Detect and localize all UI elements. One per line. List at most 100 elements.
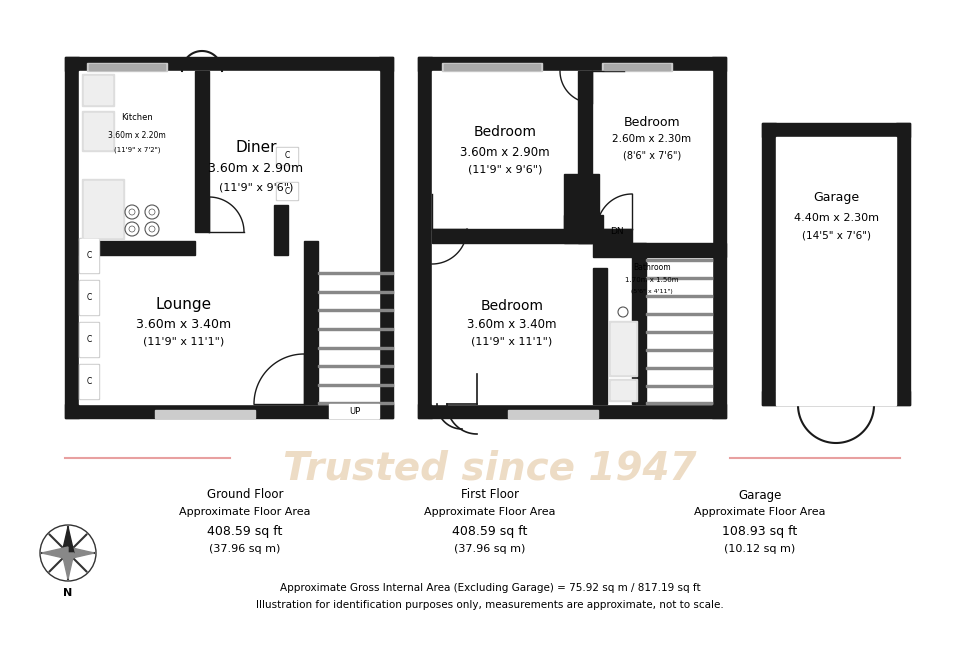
Text: Garage: Garage: [813, 191, 859, 204]
Bar: [646, 402, 712, 404]
Bar: [578, 71, 592, 243]
Bar: [79, 280, 99, 315]
Bar: [604, 64, 670, 70]
Bar: [776, 137, 896, 391]
Bar: [646, 385, 712, 387]
Bar: [646, 313, 712, 315]
Bar: [80, 365, 98, 398]
Text: Diner: Diner: [235, 140, 276, 155]
Text: 3.60m x 3.40m: 3.60m x 3.40m: [136, 317, 231, 330]
Bar: [318, 365, 393, 367]
Bar: [155, 410, 255, 418]
Bar: [80, 239, 98, 272]
Text: Approximate Floor Area: Approximate Floor Area: [179, 507, 311, 517]
Text: Bedroom: Bedroom: [623, 116, 680, 129]
Bar: [318, 402, 393, 404]
Bar: [712, 57, 726, 418]
Text: Bedroom: Bedroom: [480, 299, 544, 313]
Text: Lounge: Lounge: [156, 296, 212, 311]
Text: Ground Floor: Ground Floor: [207, 488, 283, 502]
Bar: [564, 215, 603, 243]
Bar: [379, 57, 393, 418]
Text: Kitchen: Kitchen: [122, 112, 153, 121]
Text: (11'9" x 11'1"): (11'9" x 11'1"): [471, 337, 553, 347]
Polygon shape: [42, 547, 68, 559]
Bar: [602, 63, 672, 71]
Bar: [646, 259, 712, 261]
Bar: [646, 331, 712, 333]
Text: (10.12 sq m): (10.12 sq m): [724, 544, 796, 554]
Bar: [442, 63, 542, 71]
Polygon shape: [62, 527, 74, 553]
Bar: [318, 272, 393, 274]
Bar: [82, 74, 114, 106]
Bar: [593, 268, 607, 404]
Text: Approximate Floor Area: Approximate Floor Area: [424, 507, 556, 517]
Text: Bedroom: Bedroom: [473, 125, 536, 139]
Bar: [329, 404, 379, 418]
Text: UP: UP: [350, 407, 361, 417]
Bar: [762, 123, 776, 405]
Text: Garage: Garage: [738, 488, 782, 502]
Text: 3.60m x 2.20m: 3.60m x 2.20m: [108, 131, 166, 140]
Bar: [776, 391, 896, 405]
Bar: [593, 243, 726, 257]
Text: 408.59 sq ft: 408.59 sq ft: [453, 526, 527, 539]
Bar: [611, 323, 635, 374]
Bar: [432, 71, 712, 404]
Text: Bathroom: Bathroom: [633, 264, 671, 272]
Bar: [646, 277, 712, 279]
Text: 3.60m x 2.90m: 3.60m x 2.90m: [461, 146, 550, 159]
Text: Illustration for identification purposes only, measurements are approximate, not: Illustration for identification purposes…: [256, 600, 724, 610]
Bar: [418, 57, 726, 71]
Bar: [80, 323, 98, 356]
Polygon shape: [68, 547, 94, 559]
Text: (37.96 sq m): (37.96 sq m): [210, 544, 280, 554]
Bar: [318, 384, 393, 386]
Text: 108.93 sq ft: 108.93 sq ft: [722, 526, 798, 539]
Bar: [304, 241, 318, 404]
Text: (37.96 sq m): (37.96 sq m): [455, 544, 525, 554]
Text: 2.60m x 2.30m: 2.60m x 2.30m: [612, 134, 692, 144]
Text: C: C: [284, 151, 290, 161]
Bar: [609, 321, 637, 376]
Bar: [444, 64, 540, 70]
Text: C: C: [86, 336, 91, 345]
Bar: [318, 347, 393, 349]
Bar: [84, 181, 122, 237]
Bar: [318, 328, 393, 330]
Bar: [79, 241, 195, 255]
Bar: [418, 57, 432, 418]
Bar: [762, 123, 910, 137]
Text: 408.59 sq ft: 408.59 sq ft: [208, 526, 282, 539]
Bar: [84, 76, 112, 104]
Text: First Floor: First Floor: [461, 488, 519, 502]
Polygon shape: [62, 553, 74, 579]
Bar: [762, 391, 910, 405]
Bar: [646, 349, 712, 351]
Text: C: C: [86, 251, 91, 261]
Text: C: C: [86, 377, 91, 387]
Text: 4.40m x 2.30m: 4.40m x 2.30m: [794, 213, 878, 223]
Text: (5'6" x 4'11"): (5'6" x 4'11"): [631, 289, 673, 295]
Bar: [276, 147, 298, 165]
Bar: [82, 179, 124, 239]
Bar: [195, 71, 209, 232]
Text: (11'9" x 9'6"): (11'9" x 9'6"): [467, 164, 542, 174]
Text: (11'9" x 11'1"): (11'9" x 11'1"): [143, 337, 224, 347]
Bar: [318, 309, 393, 311]
Bar: [564, 174, 599, 229]
Bar: [508, 410, 598, 418]
Bar: [318, 291, 393, 293]
Text: 3.60m x 3.40m: 3.60m x 3.40m: [467, 317, 557, 330]
Bar: [80, 281, 98, 314]
Text: Trusted since 1947: Trusted since 1947: [283, 449, 697, 487]
Bar: [432, 229, 632, 243]
Bar: [82, 111, 114, 151]
Text: 3.60m x 2.90m: 3.60m x 2.90m: [209, 163, 304, 176]
Text: C: C: [284, 187, 290, 195]
Bar: [646, 367, 712, 369]
Text: (11'9" x 9'6"): (11'9" x 9'6"): [219, 182, 293, 192]
Bar: [79, 71, 379, 404]
Bar: [79, 238, 99, 273]
